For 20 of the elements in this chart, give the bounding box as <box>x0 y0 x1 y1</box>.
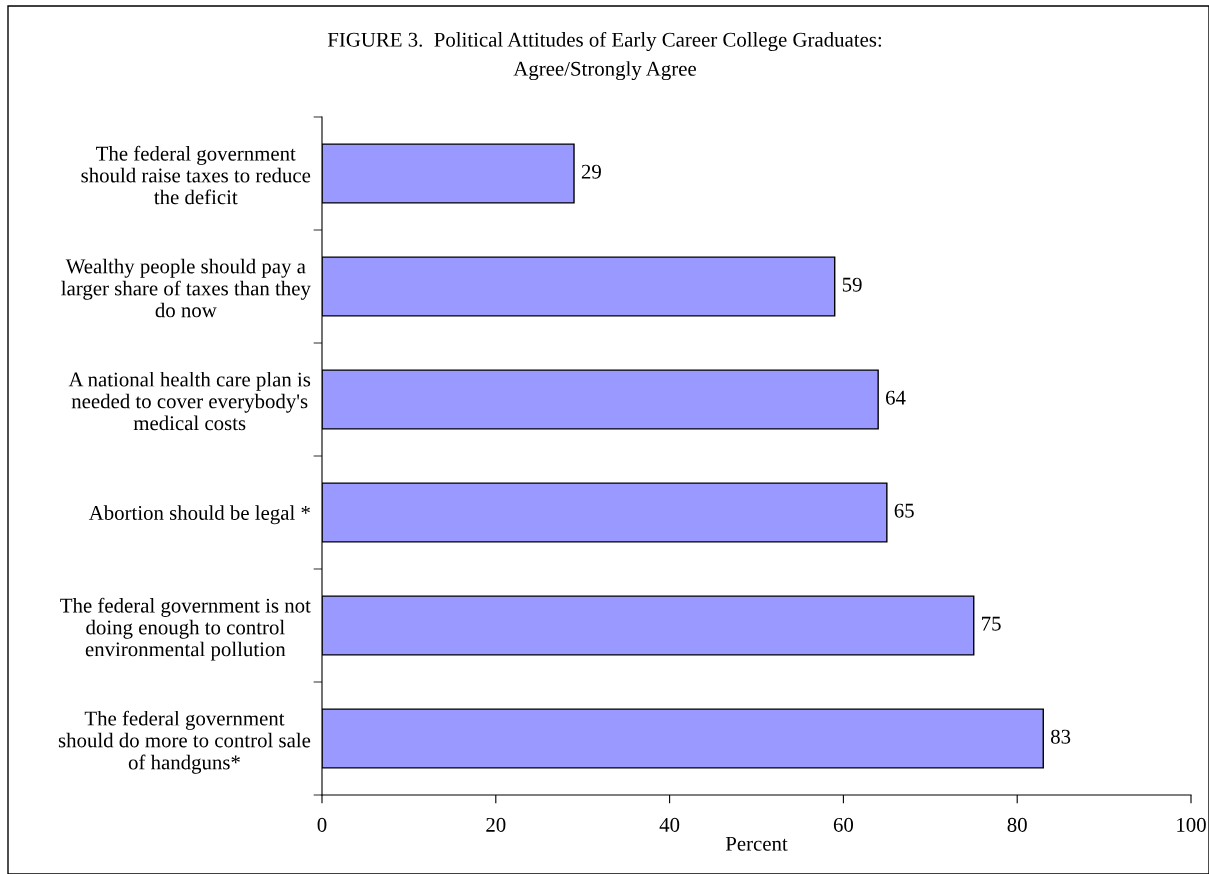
data-label: 65 <box>894 503 914 518</box>
y-tick-label: Wealthy people should pay a larger share of taxes than they do now <box>61 258 311 318</box>
y-tick-label: The federal government should raise taxes to reduce the deficit <box>81 145 311 205</box>
data-label: 59 <box>842 277 862 292</box>
y-tick-label: Abortion should be legal * <box>88 505 310 525</box>
x-axis-title: Percent <box>725 836 788 851</box>
x-tick-label: 40 <box>659 817 680 832</box>
data-label: 75 <box>982 616 1001 631</box>
x-tick-label: 20 <box>486 817 506 832</box>
x-tick-label: 60 <box>833 817 854 832</box>
y-tick-label: A national health care plan is needed to cover everybody's medical costs <box>68 371 311 431</box>
data-label: 83 <box>1051 729 1071 744</box>
data-label: 29 <box>581 164 601 179</box>
chart-title: FIGURE 3. Political Attitudes of Early Career College Graduates: Agree/Strongly Agree <box>327 31 882 81</box>
x-tick-label: 0 <box>317 817 327 832</box>
y-tick-label: The federal government should do more to control sale of handguns* <box>58 710 311 774</box>
x-tick-label: 100 <box>1177 817 1206 832</box>
data-label: 64 <box>886 390 906 405</box>
y-tick-label: The federal government is not doing enough to control environmental pollution <box>60 597 311 661</box>
x-tick-label: 80 <box>1007 817 1027 832</box>
